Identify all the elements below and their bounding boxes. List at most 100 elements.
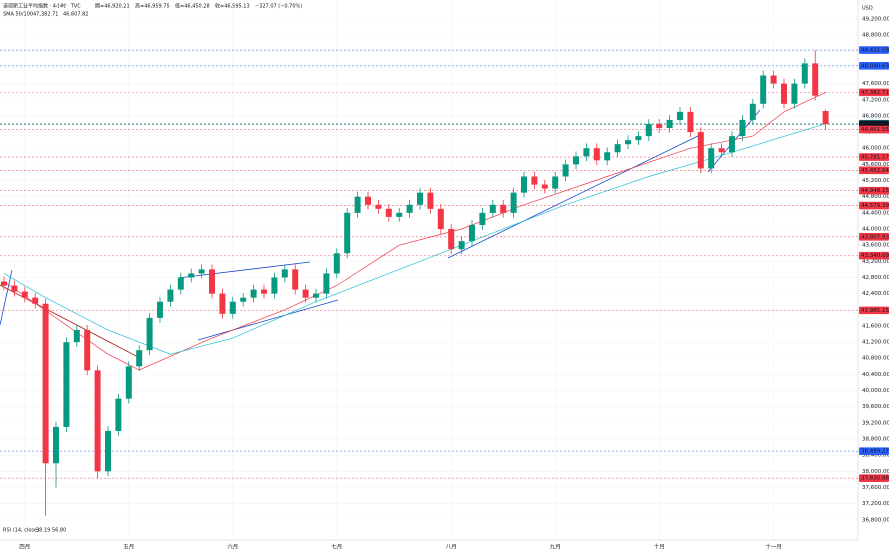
y-tick-label: 45,600.00: [862, 162, 889, 168]
header-title: 道琼斯工业平均指数 · 4小时 · TVC: [3, 3, 81, 10]
candle-body: [32, 297, 39, 304]
price-badge: [859, 88, 889, 97]
candle-body: [427, 192, 434, 209]
y-tick-label: 48,800.00: [862, 33, 889, 39]
header-low: 低=46,450.28: [175, 3, 210, 10]
candle-body: [521, 176, 527, 193]
x-tick-label: 十一月: [765, 543, 782, 551]
candle-body: [406, 204, 413, 213]
candle-body: [146, 317, 153, 351]
trend-line: [177, 261, 311, 279]
candle-body: [677, 111, 683, 120]
candle-body: [84, 329, 91, 371]
candle-body: [63, 342, 70, 427]
candles: [1, 50, 829, 516]
indicator-value: 47,382.71: [33, 12, 58, 18]
y-tick-label: 43,200.00: [862, 259, 889, 265]
price-badge-label: 48,431.58: [861, 48, 889, 54]
candle-body: [229, 301, 236, 314]
trend-line: [0, 269, 13, 326]
candle-body: [53, 426, 59, 464]
candle-body: [198, 269, 205, 274]
candle-body: [697, 132, 704, 169]
y-tick-label: 46,800.00: [862, 113, 889, 119]
candle-body: [437, 208, 444, 230]
candle-body: [656, 123, 663, 129]
candle-body: [219, 293, 226, 314]
candle-body: [292, 269, 299, 290]
candle-body: [583, 148, 590, 157]
price-badge-label: 47,382.71: [861, 90, 889, 96]
candle-body: [781, 83, 787, 104]
candle-body: [157, 301, 163, 318]
candle-body: [541, 184, 548, 189]
y-tick-label: 39,200.00: [862, 420, 889, 426]
candle-body: [385, 208, 392, 217]
candle-body: [469, 224, 475, 242]
y-tick-label: 45,200.00: [862, 178, 889, 184]
candle-body: [552, 176, 559, 189]
candle-body: [739, 119, 746, 137]
price-badge-label: 44,579.39: [861, 203, 889, 209]
y-tick-label: 42,400.00: [862, 291, 889, 297]
candle-body: [562, 164, 569, 177]
candle-body: [500, 204, 507, 213]
price-badge: [859, 62, 889, 70]
header-close: 收=46,595.13: [215, 3, 250, 10]
price-badge: [859, 306, 889, 315]
candle-body: [375, 204, 382, 209]
x-tick-label: 十月: [654, 543, 665, 551]
candle-body: [302, 289, 309, 298]
candle-body: [791, 83, 798, 104]
indicator-label: SMA 50/100: [3, 12, 33, 18]
price-badge: [859, 153, 889, 161]
price-badge: [859, 125, 889, 134]
y-tick-label: 40,400.00: [862, 372, 889, 378]
x-tick-label: 八月: [446, 544, 457, 551]
candle-body: [573, 156, 579, 165]
price-badge: [859, 474, 889, 482]
candle-body: [760, 75, 767, 104]
x-tick-label: 四月: [19, 544, 30, 551]
trend-line: [447, 134, 701, 259]
price-badge-label: 37,830.88: [861, 476, 889, 482]
y-tick-label: 44,000.00: [862, 227, 889, 233]
candle-body: [261, 289, 267, 294]
price-badge-label: 43,807.93: [861, 234, 889, 240]
candle-body: [42, 303, 49, 464]
candle-body: [448, 229, 455, 250]
candle-body: [801, 63, 808, 84]
y-tick-label: 37,200.00: [862, 501, 889, 507]
y-tick-label: 39,600.00: [862, 404, 889, 410]
price-badge-label: 45,452.04: [861, 168, 889, 174]
candle-body: [209, 269, 215, 294]
candle-body: [365, 196, 371, 205]
candle-body: [822, 111, 829, 125]
price-badge-label: 48,040.63: [861, 63, 889, 69]
y-tick-label: 46,000.00: [862, 146, 889, 152]
candle-body: [489, 204, 496, 213]
candle-body: [417, 192, 423, 205]
header-change: −327.07 (−0.70%): [255, 4, 302, 10]
candle-body: [479, 212, 486, 225]
x-tick-label: 七月: [331, 543, 342, 551]
candle-body: [188, 273, 195, 278]
candle-body: [593, 148, 600, 161]
candle-body: [313, 293, 319, 298]
price-badge: [859, 232, 889, 241]
candle-body: [645, 123, 652, 137]
moving-average: [3, 123, 826, 355]
candle-body: [323, 273, 330, 294]
price-axis: 49,200.0048,800.0048,400.0048,000.0047,6…: [859, 16, 889, 523]
header-open: 開=46,920.21: [95, 4, 130, 10]
candle-body: [250, 289, 257, 298]
candle-body: [749, 103, 756, 120]
candle-body: [177, 277, 184, 290]
candle-body: [396, 212, 403, 217]
price-badge: [859, 447, 889, 455]
y-tick-label: 41,200.00: [862, 340, 889, 346]
candle-body: [271, 277, 278, 294]
candle-body: [94, 370, 101, 472]
candle-body: [354, 196, 361, 213]
